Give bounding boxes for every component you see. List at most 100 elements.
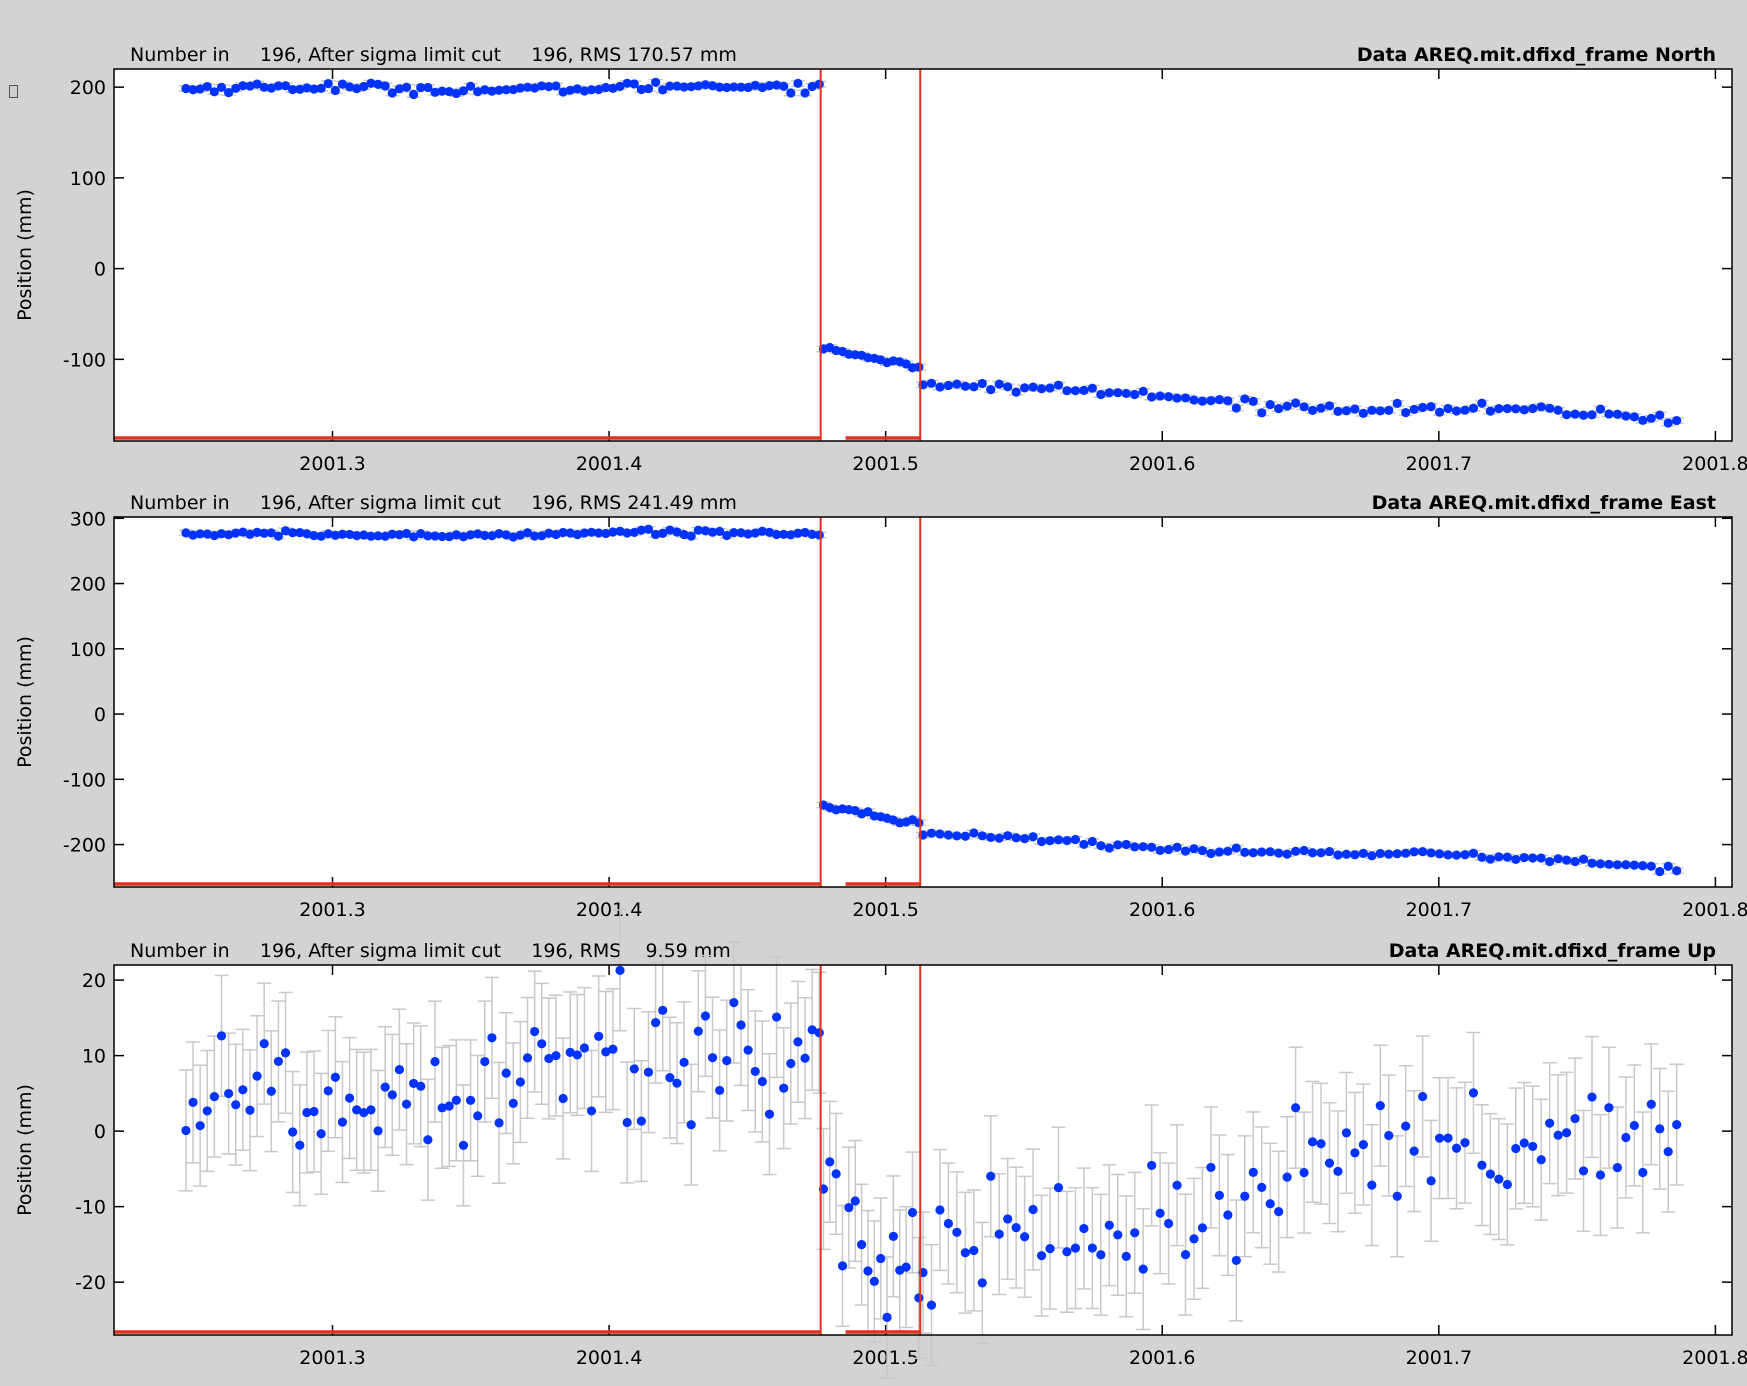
panel-east: Number in 196, After sigma limit cut 196… (14, 492, 1747, 921)
data-point (807, 81, 817, 92)
data-point (1163, 1218, 1174, 1229)
data-point (643, 1067, 654, 1077)
data-point (1341, 849, 1352, 859)
data-point (686, 531, 696, 541)
data-point (423, 531, 433, 541)
data-point (416, 529, 426, 539)
data-point (1257, 408, 1267, 418)
data-point (1189, 395, 1199, 405)
data-point (1062, 835, 1072, 846)
data-point (1401, 408, 1411, 418)
resize-handle-icon[interactable] (9, 85, 18, 98)
data-point (1494, 852, 1504, 862)
data-point (1536, 853, 1546, 863)
data-point (1511, 404, 1521, 414)
data-point (544, 1053, 554, 1064)
data-point (1223, 1210, 1233, 1220)
data-point (1257, 1182, 1267, 1192)
data-point (608, 527, 618, 537)
data-point (437, 531, 447, 542)
y-tick-label: -100 (63, 349, 106, 371)
data-point (1519, 852, 1529, 863)
data-point (793, 1037, 803, 1047)
data-point (1443, 1133, 1453, 1143)
data-point (622, 78, 632, 88)
data-point (224, 87, 234, 98)
data-point (693, 525, 703, 535)
data-point (800, 88, 810, 98)
data-point (231, 528, 241, 538)
data-point (1451, 406, 1462, 416)
data-point (366, 531, 376, 541)
y-tick-label: 20 (82, 970, 106, 992)
data-point (757, 82, 767, 93)
data-point (323, 529, 333, 539)
data-point (1113, 840, 1123, 850)
data-point (1621, 411, 1631, 421)
data-point (551, 81, 561, 91)
data-point (494, 85, 504, 95)
data-points (181, 524, 1682, 877)
data-point (344, 529, 355, 540)
data-point (1206, 848, 1216, 859)
data-point (1028, 832, 1038, 842)
data-point (1578, 1166, 1589, 1176)
data-point (622, 1117, 632, 1128)
x-tick-label: 2001.5 (852, 899, 918, 921)
data-point (1147, 1160, 1157, 1171)
data-point (465, 81, 476, 91)
data-point (679, 529, 689, 540)
data-point (750, 1066, 760, 1077)
data-point (693, 81, 703, 91)
data-point (750, 80, 760, 90)
data-point (1553, 1130, 1563, 1140)
data-point (245, 81, 255, 91)
data-point (1248, 396, 1258, 406)
data-point (1655, 410, 1665, 420)
data-point (629, 1064, 639, 1074)
y-tick-label: -200 (63, 835, 106, 857)
data-point (1418, 847, 1428, 857)
data-point (444, 1101, 454, 1111)
data-point (1485, 854, 1495, 864)
y-tick-label: 10 (82, 1046, 106, 1068)
y-axis-label: Position (mm) (14, 636, 36, 768)
data-point (579, 528, 590, 538)
data-point (1367, 405, 1377, 415)
data-point (224, 530, 234, 540)
data-point (530, 1026, 540, 1037)
data-point (1138, 1264, 1148, 1274)
data-point (309, 1106, 319, 1117)
data-point (352, 531, 362, 541)
data-point (643, 524, 654, 534)
data-point (409, 1078, 419, 1089)
data-point (1223, 846, 1233, 856)
data-point (216, 82, 227, 92)
data-point (743, 82, 753, 93)
data-point (693, 1026, 703, 1036)
data-point (1333, 406, 1343, 416)
data-point (629, 527, 639, 538)
data-point (615, 526, 625, 536)
data-point (231, 83, 241, 93)
data-point (515, 530, 525, 540)
data-point (1570, 409, 1580, 419)
x-tick-label: 2001.3 (299, 899, 365, 921)
data-point (1384, 849, 1394, 859)
data-point (1604, 859, 1614, 869)
data-point (1553, 854, 1563, 864)
data-point (337, 529, 348, 539)
data-point (1401, 848, 1411, 858)
data-point (1646, 861, 1656, 871)
data-point (181, 528, 191, 538)
data-point (280, 1048, 291, 1058)
y-tick-label: 0 (94, 704, 106, 726)
data-point (1578, 854, 1589, 864)
data-point (1434, 1133, 1445, 1143)
data-point (844, 1202, 854, 1213)
data-point (1587, 858, 1597, 868)
data-point (394, 530, 405, 540)
data-point (1595, 1170, 1606, 1180)
data-point (1536, 1155, 1546, 1165)
